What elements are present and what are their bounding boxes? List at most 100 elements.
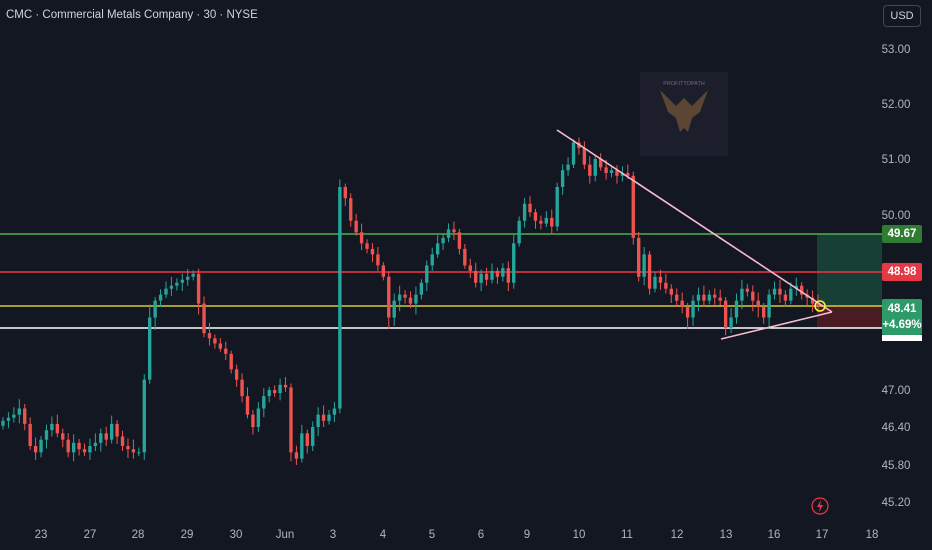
candle[interactable]	[343, 187, 347, 199]
candle[interactable]	[66, 439, 70, 453]
candle[interactable]	[229, 353, 233, 370]
candle[interactable]	[800, 285, 804, 295]
candle[interactable]	[517, 220, 521, 244]
candle[interactable]	[664, 282, 668, 289]
candle[interactable]	[387, 276, 391, 318]
candle[interactable]	[680, 300, 684, 308]
candle[interactable]	[658, 276, 663, 283]
candle[interactable]	[740, 288, 744, 301]
lower-trendline[interactable]	[720, 311, 833, 340]
candle[interactable]	[262, 396, 266, 409]
position-profit-zone[interactable]	[817, 234, 882, 306]
candle[interactable]	[810, 297, 815, 304]
candle[interactable]	[702, 294, 706, 301]
candle[interactable]	[414, 294, 418, 304]
candle[interactable]	[267, 390, 271, 397]
candle[interactable]	[566, 164, 570, 171]
candle[interactable]	[99, 433, 103, 443]
candle[interactable]	[213, 338, 217, 344]
candle[interactable]	[376, 254, 380, 266]
upper-trendline[interactable]	[556, 129, 833, 313]
candle[interactable]	[609, 170, 614, 173]
candle[interactable]	[234, 369, 239, 380]
candle[interactable]	[468, 265, 472, 271]
candle[interactable]	[484, 273, 489, 280]
candle[interactable]	[137, 452, 141, 454]
candle[interactable]	[430, 254, 434, 266]
candle[interactable]	[39, 439, 43, 453]
candle[interactable]	[126, 446, 130, 450]
candle[interactable]	[490, 270, 494, 280]
candle[interactable]	[180, 279, 184, 283]
candle[interactable]	[560, 170, 565, 187]
candle[interactable]	[403, 294, 407, 298]
candle[interactable]	[533, 212, 538, 221]
candle[interactable]	[148, 317, 152, 380]
candle[interactable]	[751, 291, 755, 301]
candle[interactable]	[359, 232, 364, 244]
candle[interactable]	[131, 449, 136, 453]
position-loss-zone[interactable]	[817, 306, 882, 328]
candle[interactable]	[300, 433, 304, 459]
candle[interactable]	[435, 243, 440, 255]
candle[interactable]	[696, 294, 701, 301]
candle[interactable]	[637, 237, 641, 277]
candle[interactable]	[631, 175, 635, 238]
candle[interactable]	[593, 159, 597, 176]
candle[interactable]	[582, 148, 587, 165]
candle[interactable]	[675, 294, 679, 301]
candle[interactable]	[1, 420, 5, 426]
candle[interactable]	[23, 408, 27, 424]
candle[interactable]	[501, 268, 505, 277]
candle[interactable]	[816, 303, 820, 306]
candle[interactable]	[158, 294, 163, 301]
candle[interactable]	[71, 442, 76, 453]
candle[interactable]	[767, 294, 771, 318]
candle[interactable]	[512, 243, 516, 283]
candle[interactable]	[441, 237, 445, 244]
currency-button[interactable]: USD	[883, 5, 921, 27]
candle[interactable]	[783, 294, 788, 301]
candle[interactable]	[354, 220, 358, 233]
candle[interactable]	[327, 414, 331, 421]
candle[interactable]	[615, 170, 619, 176]
candle[interactable]	[789, 288, 793, 301]
candle[interactable]	[82, 449, 87, 453]
candle[interactable]	[311, 427, 315, 446]
candle[interactable]	[734, 300, 739, 318]
candle[interactable]	[626, 173, 630, 176]
candle[interactable]	[620, 173, 625, 176]
candle[interactable]	[669, 288, 673, 295]
candle[interactable]	[555, 187, 559, 227]
candle[interactable]	[479, 273, 483, 283]
candle[interactable]	[207, 333, 212, 339]
candle[interactable]	[272, 390, 277, 394]
candle[interactable]	[397, 294, 402, 301]
candle[interactable]	[196, 273, 201, 304]
candle[interactable]	[723, 300, 728, 328]
candle[interactable]	[93, 442, 98, 446]
candle[interactable]	[44, 430, 49, 440]
candle[interactable]	[55, 423, 60, 434]
candle[interactable]	[50, 423, 54, 431]
candle[interactable]	[305, 433, 309, 446]
candle[interactable]	[191, 273, 195, 277]
candle[interactable]	[175, 282, 179, 286]
candle[interactable]	[77, 442, 81, 450]
candle[interactable]	[115, 423, 119, 437]
candle[interactable]	[761, 307, 766, 318]
candle[interactable]	[256, 408, 261, 428]
candle[interactable]	[685, 307, 690, 318]
candle[interactable]	[289, 387, 293, 453]
candle[interactable]	[713, 294, 717, 298]
candle[interactable]	[707, 294, 712, 301]
candle[interactable]	[338, 187, 342, 409]
candle[interactable]	[142, 379, 146, 453]
candle[interactable]	[61, 433, 65, 440]
candle[interactable]	[169, 285, 174, 289]
lightning-icon[interactable]	[810, 496, 830, 516]
candle[interactable]	[218, 343, 223, 349]
candle[interactable]	[745, 288, 750, 292]
candle[interactable]	[718, 297, 722, 301]
